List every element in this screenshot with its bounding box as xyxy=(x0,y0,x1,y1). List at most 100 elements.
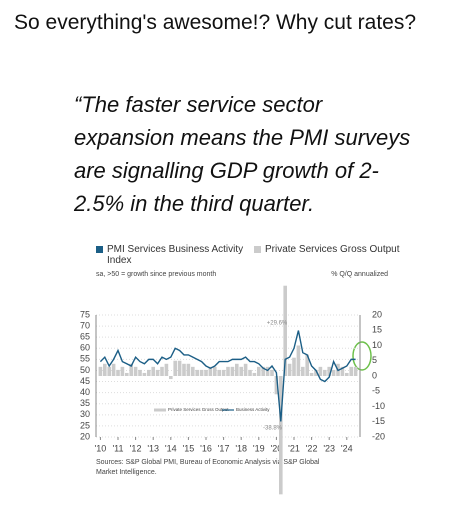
x-tick-label: '18 xyxy=(235,443,247,453)
bar xyxy=(248,369,252,376)
bar xyxy=(160,366,164,376)
bar xyxy=(283,285,287,376)
bar xyxy=(305,354,309,376)
y-tick-label: 20 xyxy=(80,431,90,441)
bar xyxy=(235,363,239,376)
y2-tick-label: 0 xyxy=(372,370,377,380)
bar xyxy=(279,376,283,495)
bar xyxy=(151,366,155,376)
bar xyxy=(257,366,261,376)
bar xyxy=(327,366,331,376)
x-tick-label: '12 xyxy=(130,443,142,453)
bar xyxy=(164,363,169,376)
quote: “The faster service sector expansion mea… xyxy=(74,92,411,216)
bar xyxy=(111,363,116,376)
y-axis-label: sa, >50 = growth since previous month xyxy=(96,271,216,278)
bar xyxy=(182,363,186,376)
y-tick-label: 65 xyxy=(80,332,90,342)
x-tick-label: '14 xyxy=(165,443,177,453)
bar xyxy=(208,366,213,376)
x-tick-label: '10 xyxy=(95,443,107,453)
bar xyxy=(169,376,173,380)
bar xyxy=(120,366,125,376)
bar xyxy=(239,366,243,376)
y2-axis-label: % Q/Q annualized xyxy=(331,271,388,278)
bar xyxy=(318,366,323,376)
x-tick-label: '22 xyxy=(306,443,318,453)
bar xyxy=(107,366,111,376)
y2-tick-label: 10 xyxy=(372,340,382,350)
highlight-circle xyxy=(352,341,372,371)
bar xyxy=(301,366,305,376)
x-tick-label: '17 xyxy=(218,443,230,453)
bar xyxy=(340,366,345,376)
legend-swatch xyxy=(96,246,103,253)
bar xyxy=(226,366,230,376)
bar xyxy=(191,366,195,376)
bar xyxy=(204,369,208,376)
bar xyxy=(331,369,336,376)
bar xyxy=(287,363,292,376)
legend-swatch xyxy=(254,246,261,253)
bar xyxy=(125,372,129,376)
y-tick-label: 55 xyxy=(80,354,90,364)
annotation: -38.8% xyxy=(263,426,283,432)
y-tick-label: 60 xyxy=(80,343,90,353)
y2-tick-label: 15 xyxy=(372,325,382,335)
bar xyxy=(309,372,314,376)
y2-tick-label: -10 xyxy=(372,401,385,411)
legend-item: PMI Services Business Activity Index xyxy=(96,244,246,266)
bar xyxy=(221,369,226,376)
bar xyxy=(314,369,318,376)
bar xyxy=(116,369,120,376)
bar xyxy=(261,366,265,376)
x-tick-label: '23 xyxy=(323,443,335,453)
x-tick-label: '21 xyxy=(288,443,300,453)
bar xyxy=(345,372,349,376)
bar xyxy=(292,357,296,376)
bar xyxy=(195,369,199,376)
bar xyxy=(217,369,221,376)
bar xyxy=(323,369,327,376)
bar xyxy=(265,366,270,376)
post-text: So everything's awesome!? Why cut rates? xyxy=(14,11,417,34)
bar xyxy=(138,369,142,376)
legend: PMI Services Business Activity Index Pri… xyxy=(96,244,400,266)
bar xyxy=(103,363,107,376)
bar xyxy=(177,360,182,376)
y2-tick-label: -15 xyxy=(372,416,385,426)
bar xyxy=(129,363,133,376)
legend-item: Private Services Gross Output xyxy=(254,244,400,266)
x-tick-label: '13 xyxy=(147,443,159,453)
line xyxy=(99,330,356,422)
y2-tick-label: 5 xyxy=(372,355,377,365)
bar xyxy=(353,366,358,376)
inner-legend-label: Private Services Gross Output xyxy=(168,407,229,412)
x-tick-label: '24 xyxy=(341,443,353,453)
x-tick-label: '11 xyxy=(112,443,123,453)
y2-tick-label: -20 xyxy=(372,431,385,441)
bar xyxy=(133,366,138,376)
y-tick-label: 50 xyxy=(80,365,90,375)
bar xyxy=(296,345,301,376)
bar xyxy=(252,372,257,376)
bar xyxy=(155,369,160,376)
bar xyxy=(213,366,217,376)
y-tick-label: 40 xyxy=(80,387,90,397)
x-tick-label: '19 xyxy=(253,443,265,453)
annotation: +29.6% xyxy=(267,321,288,327)
y-tick-label: 70 xyxy=(80,320,90,330)
inner-legend-label: Business Activity xyxy=(236,407,270,412)
y-tick-label: 45 xyxy=(80,376,90,386)
bar xyxy=(349,366,353,376)
bar xyxy=(186,363,191,376)
bar xyxy=(98,366,103,376)
x-tick-label: '16 xyxy=(200,443,212,453)
bar xyxy=(270,369,274,376)
bar xyxy=(199,369,204,376)
bar xyxy=(142,372,147,376)
bar xyxy=(147,369,151,376)
legend-label: PMI Services Business Activity Index xyxy=(107,244,244,266)
